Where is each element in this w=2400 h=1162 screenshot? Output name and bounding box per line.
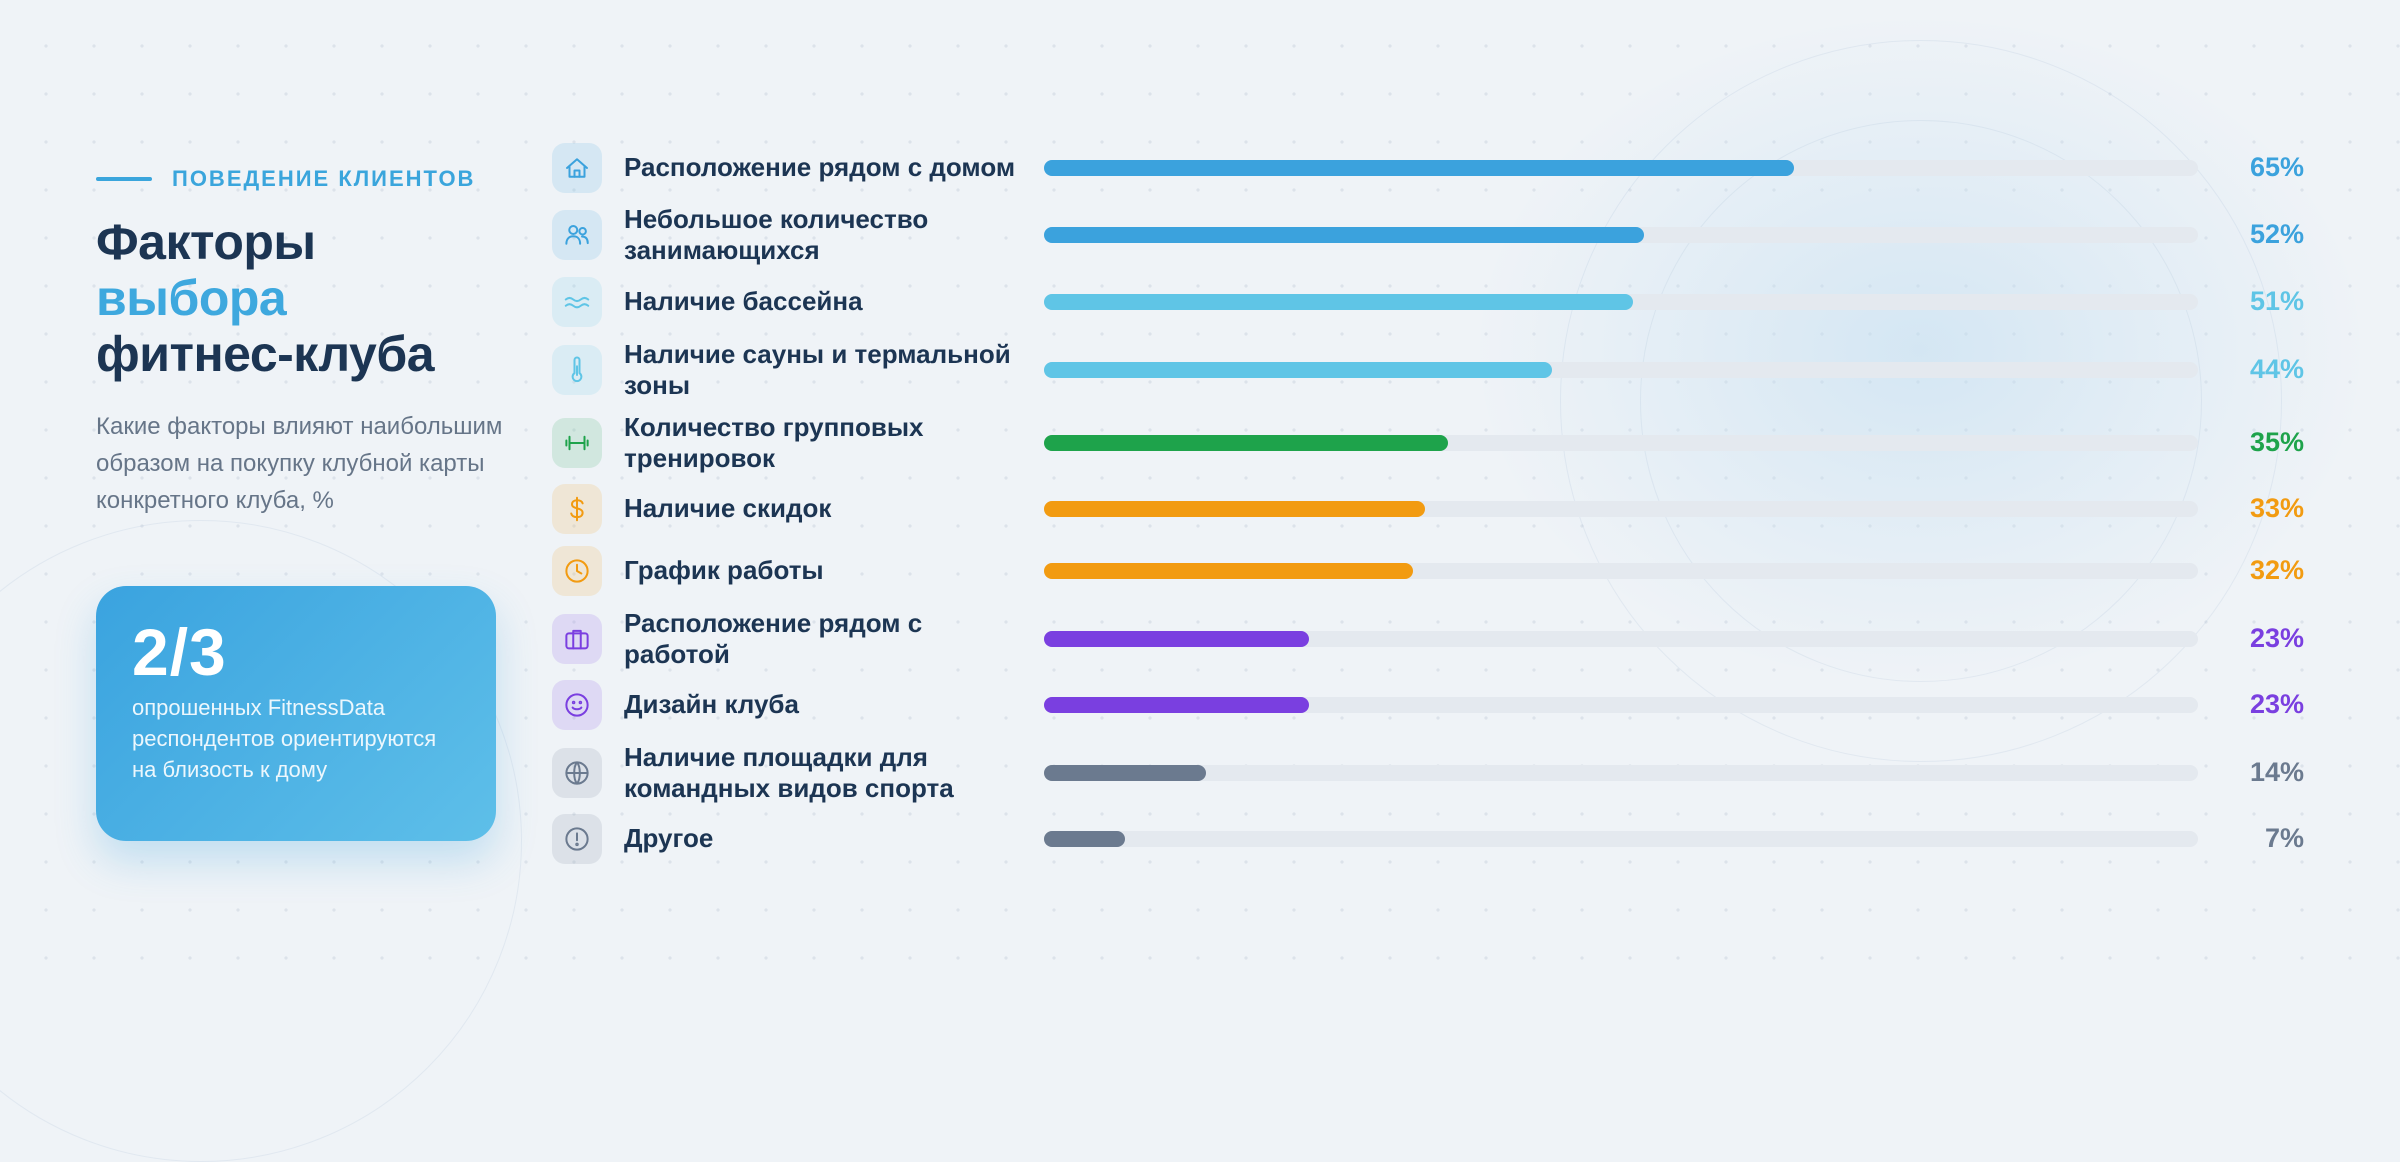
bar — [1044, 362, 1552, 378]
highlight-card: 2/3 опрошенных FitnessData респондентов … — [96, 586, 496, 841]
chart-row: Дизайн клуба 23% — [552, 679, 2312, 731]
chart-row: Наличие бассейна 51% — [552, 276, 2312, 328]
dollar-icon — [552, 484, 602, 534]
highlight-text: опрошенных FitnessData респондентов орие… — [132, 695, 437, 782]
value-label: 52% — [2249, 219, 2304, 249]
value-label: 35% — [2249, 427, 2304, 457]
alert-circle-icon — [552, 814, 602, 864]
value-label: 23% — [2249, 623, 2304, 653]
eyebrow-text: ПОВЕДЕНИЕ КЛИЕНТОВ — [172, 166, 476, 191]
value-label: 44% — [2249, 354, 2304, 384]
value-label: 14% — [2249, 757, 2304, 787]
bar-track — [1044, 563, 2198, 579]
bar — [1044, 631, 1309, 647]
bar — [1044, 435, 1448, 451]
bar-track — [1044, 362, 2198, 378]
chart-row: График работы 32% — [552, 545, 2312, 597]
bar-track — [1044, 501, 2198, 517]
bar-track — [1044, 227, 2198, 243]
bar — [1044, 227, 1644, 243]
value-label: 32% — [2249, 555, 2304, 585]
chart-row: Наличие площадки для командных видов спо… — [552, 742, 2312, 803]
users-icon — [552, 210, 602, 260]
title-line-1: Факторы — [96, 214, 316, 270]
category-label: Наличие сауны и термальной зоны — [624, 339, 1011, 400]
bar-track — [1044, 435, 2198, 451]
bar-track — [1044, 831, 2198, 847]
clock-icon — [552, 546, 602, 596]
home-icon — [552, 143, 602, 193]
briefcase-icon — [552, 614, 602, 664]
bar — [1044, 697, 1309, 713]
chart-row: Расположение рядом с работой 23% — [552, 608, 2312, 669]
category-label: Дизайн клуба — [624, 689, 799, 719]
bar-track — [1044, 160, 2198, 176]
chart-row: Расположение рядом с домом 65% — [552, 142, 2312, 194]
highlight-value: 2/3 — [132, 615, 227, 689]
bar — [1044, 765, 1206, 781]
value-label: 51% — [2249, 286, 2304, 316]
chart-row: Количество групповых тренировок 35% — [552, 412, 2312, 473]
eyebrow-line — [96, 177, 152, 181]
category-label: Количество групповых тренировок — [624, 412, 924, 473]
globe-icon — [552, 748, 602, 798]
background-ring — [1560, 40, 2282, 762]
background-ring — [1640, 120, 2202, 682]
bar-track — [1044, 697, 2198, 713]
category-label: Наличие бассейна — [624, 286, 863, 316]
bar-track — [1044, 631, 2198, 647]
category-label: Небольшое количество занимающихся — [624, 204, 929, 265]
page-subtitle: Какие факторы влияют наибольшим образом … — [96, 413, 503, 514]
bar-track — [1044, 294, 2198, 310]
chart-row: Наличие сауны и термальной зоны 44% — [552, 339, 2312, 400]
category-label: Расположение рядом с работой — [624, 608, 923, 669]
bar — [1044, 294, 1633, 310]
waves-icon — [552, 277, 602, 327]
value-label: 33% — [2249, 493, 2304, 523]
category-label: Расположение рядом с домом — [624, 152, 1016, 182]
bar — [1044, 160, 1794, 176]
value-label: 23% — [2249, 689, 2304, 719]
category-label: Наличие скидок — [624, 493, 832, 523]
chart-row: Небольшое количество занимающихся 52% — [552, 204, 2312, 265]
bar — [1044, 831, 1125, 847]
bar — [1044, 501, 1425, 517]
category-label: График работы — [624, 555, 824, 585]
bar — [1044, 563, 1413, 579]
dumbbell-icon — [552, 418, 602, 468]
category-label: Другое — [624, 823, 714, 853]
chart-row: Другое 7% — [552, 813, 2312, 865]
page-title: Факторы выбора фитнес-клуба — [96, 214, 435, 382]
title-line-3: фитнес-клуба — [96, 326, 435, 382]
bar-track — [1044, 765, 2198, 781]
thermometer-icon — [552, 345, 602, 395]
value-label: 65% — [2249, 152, 2304, 182]
chart-row: Наличие скидок 33% — [552, 483, 2312, 535]
title-line-2: выбора — [96, 270, 287, 326]
smile-icon — [552, 680, 602, 730]
section-eyebrow: ПОВЕДЕНИЕ КЛИЕНТОВ — [96, 166, 475, 192]
value-label: 7% — [2264, 823, 2304, 853]
category-label: Наличие площадки для командных видов спо… — [624, 742, 954, 803]
